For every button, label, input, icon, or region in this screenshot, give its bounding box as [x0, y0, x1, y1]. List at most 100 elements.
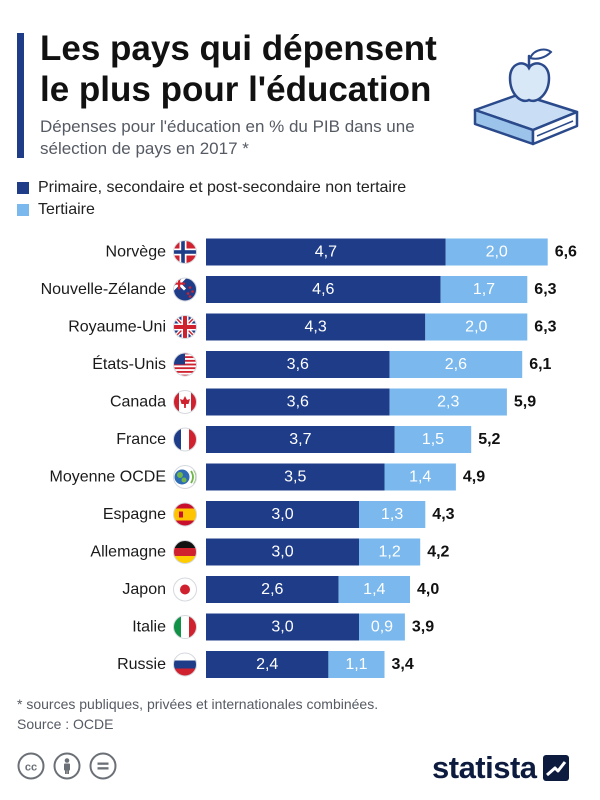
stacked-bar-chart: Norvège 4,7 2,0 6,6 Nouvelle-Zélande 4,6 1,7 6,…: [41, 238, 577, 678]
category-label: Royaume-Uni: [68, 319, 166, 336]
legend: Primaire, secondaire et post-secondaire …: [17, 177, 406, 221]
category-label: Nouvelle-Zélande: [41, 281, 167, 298]
bar-tertiary: [359, 613, 405, 641]
flag-united-states-icon: [173, 352, 197, 377]
statista-brand: statista: [432, 750, 569, 786]
bar-primary-label: 4,6: [312, 281, 334, 298]
bar-primary-label: 3,0: [271, 544, 293, 561]
total-label: 5,9: [514, 394, 536, 411]
bar-primary-label: 3,7: [289, 431, 311, 448]
attribution-person-icon: [53, 752, 81, 780]
statista-logo-icon: [542, 755, 569, 781]
footnote: * sources publiques, privées et internat…: [17, 694, 378, 734]
total-label: 6,3: [534, 281, 556, 298]
total-label: 6,3: [534, 319, 556, 336]
legend-item-tertiary: Tertiaire: [17, 199, 406, 221]
bar-primary-label: 4,7: [315, 244, 337, 261]
bar-primary: [206, 463, 385, 491]
legend-label-tertiary: Tertiaire: [38, 201, 95, 218]
bar-tertiary-label: 2,0: [486, 244, 508, 261]
bar-tertiary-label: 1,5: [422, 431, 444, 448]
footnote-note: * sources publiques, privées et internat…: [17, 696, 379, 712]
category-label: Espagne: [103, 506, 166, 523]
legend-item-primary: Primaire, secondaire et post-secondaire …: [17, 177, 406, 199]
total-label: 6,1: [529, 356, 551, 373]
category-label: Italie: [132, 619, 166, 636]
flag-canada-icon: [173, 390, 197, 414]
flag-united-kingdom-icon: [173, 315, 197, 339]
bar-primary: [206, 538, 359, 566]
category-label: Allemagne: [90, 544, 166, 561]
bar-primary-label: 2,6: [261, 581, 283, 598]
total-label: 4,0: [417, 581, 439, 598]
bar-tertiary-label: 1,1: [345, 656, 367, 673]
bar-tertiary: [389, 351, 523, 378]
flag-spain-icon: [173, 502, 197, 527]
bar-primary: [206, 613, 359, 641]
bar-primary-label: 3,0: [271, 506, 293, 523]
flag-russia-icon: [173, 652, 197, 677]
bar-tertiary-label: 1,7: [473, 281, 495, 298]
bar-tertiary: [389, 388, 507, 416]
bar-tertiary-label: 2,0: [465, 319, 487, 336]
total-label: 6,6: [555, 244, 577, 261]
bar-tertiary: [425, 313, 528, 341]
footnote-source: Source : OCDE: [17, 716, 114, 732]
flag-norway-icon: [173, 240, 197, 264]
bar-tertiary: [384, 463, 456, 491]
bar-tertiary-label: 1,3: [381, 506, 403, 523]
bar-tertiary-label: 1,2: [378, 544, 400, 561]
bar-primary-label: 3,6: [287, 394, 309, 411]
flag-japan-icon: [173, 577, 197, 602]
bar-primary: [206, 501, 359, 528]
bar-primary-label: 3,0: [271, 619, 293, 636]
category-label: Russie: [117, 656, 166, 673]
no-derivatives-icon: [89, 752, 117, 780]
bar-primary: [206, 313, 426, 341]
category-label: France: [116, 431, 166, 448]
bar-tertiary-label: 0,9: [371, 619, 393, 636]
svg-text:cc: cc: [25, 762, 37, 774]
bar-tertiary: [440, 276, 528, 303]
bar-primary-label: 4,3: [305, 319, 327, 336]
chart-title: Les pays qui dépensent le plus pour l'éd…: [40, 29, 437, 109]
legend-swatch-tertiary: [17, 204, 29, 216]
brand-name: statista: [432, 750, 537, 785]
total-label: 5,2: [478, 431, 500, 448]
bar-primary-label: 3,5: [284, 469, 306, 486]
book-with-apple-icon: [473, 48, 579, 146]
bar-primary: [206, 238, 446, 266]
category-label: États-Unis: [92, 354, 166, 373]
total-label: 4,3: [432, 506, 454, 523]
bar-primary: [206, 351, 390, 378]
legend-label-primary: Primaire, secondaire et post-secondaire …: [38, 179, 407, 196]
bar-tertiary: [445, 238, 548, 266]
chart-subtitle: Dépenses pour l'éducation en % du PIB da…: [40, 117, 415, 158]
bar-tertiary-label: 2,3: [437, 394, 459, 411]
bar-tertiary: [338, 576, 410, 603]
license-icons: cc: [17, 752, 125, 780]
bar-primary: [206, 276, 441, 303]
total-label: 4,9: [463, 469, 485, 486]
creative-commons-icon: cc: [17, 752, 45, 780]
category-label: Japon: [122, 581, 166, 598]
bar-primary: [206, 426, 395, 453]
bar-tertiary: [394, 426, 472, 453]
flag-france-icon: [173, 427, 197, 452]
bar-tertiary: [328, 651, 385, 678]
legend-swatch-primary: [17, 182, 29, 194]
flag-italy-icon: [173, 615, 197, 639]
bar-primary: [206, 388, 390, 416]
bar-tertiary-label: 2,6: [445, 356, 467, 373]
bar-tertiary: [359, 501, 426, 528]
flag-new-zealand-icon: [173, 277, 197, 302]
bar-primary: [206, 576, 339, 603]
category-label: Norvège: [106, 244, 167, 261]
bar-tertiary-label: 1,4: [409, 469, 431, 486]
bar-primary-label: 3,6: [287, 356, 309, 373]
category-label: Moyenne OCDE: [50, 469, 167, 486]
title-accent-bar: [17, 33, 24, 158]
total-label: 3,9: [412, 619, 434, 636]
total-label: 3,4: [392, 656, 414, 673]
bar-tertiary: [359, 538, 421, 566]
